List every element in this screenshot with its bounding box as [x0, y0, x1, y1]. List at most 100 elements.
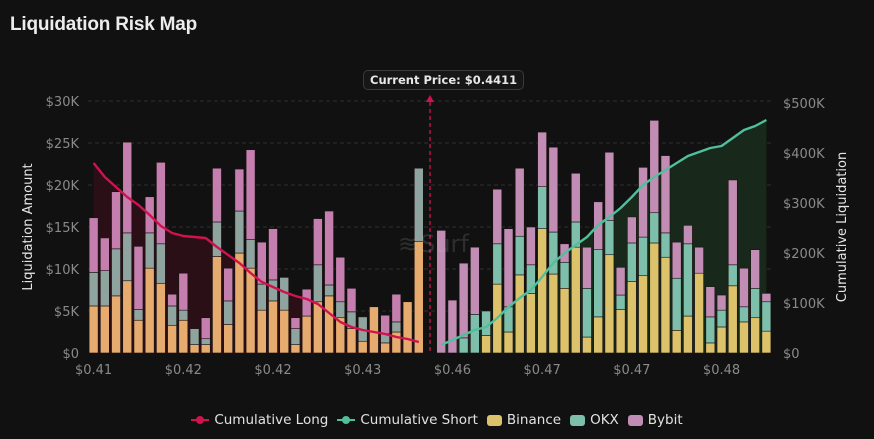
bar-okx: [413, 167, 424, 242]
bar-bybit: [212, 167, 222, 223]
bar-binance: [88, 305, 99, 354]
x-axis: $0.41 $0.42 $0.42 $0.43 $0.46 $0.47 $0.47 $0.48: [75, 363, 740, 378]
legend-item-okx[interactable]: OKX: [570, 412, 619, 428]
bar-bybit: [133, 246, 144, 310]
bar-okx: [671, 277, 682, 331]
bar-stack: [212, 167, 222, 354]
bar-binance: [223, 324, 233, 354]
bar-bybit: [638, 167, 648, 238]
bar-stack: [133, 246, 144, 354]
bar-stack: [458, 262, 469, 354]
bar-bybit: [604, 151, 615, 221]
legend-item-binance[interactable]: Binance: [486, 412, 561, 428]
bar-okx: [470, 314, 480, 354]
bar-stack: [716, 294, 727, 354]
bar-binance: [761, 330, 772, 354]
bar-stack: [391, 293, 402, 354]
bar-stack: [615, 267, 626, 354]
bar-bybit: [739, 267, 749, 308]
y2-tick-label: $400K: [783, 147, 825, 162]
bar-binance: [212, 256, 222, 354]
bar-stack: [357, 316, 368, 354]
bar-binance: [167, 324, 177, 354]
bar-okx: [649, 212, 660, 244]
legend-item-cumulative-short[interactable]: Cumulative Short: [337, 412, 478, 428]
current-price-arrow-icon: [426, 95, 434, 102]
bar-binance: [290, 344, 301, 354]
bar-stack: [660, 155, 671, 354]
bar-okx: [391, 321, 402, 333]
bar-binance: [324, 295, 334, 354]
bar-stack: [739, 267, 749, 354]
bar-stack: [178, 272, 189, 354]
bar-stack: [234, 168, 245, 354]
x-tick-label: $0.41: [75, 363, 112, 378]
bar-binance: [268, 300, 278, 354]
bar-bybit: [716, 294, 727, 311]
bar-stack: [279, 277, 290, 354]
bar-bybit: [570, 172, 581, 223]
bar-stack: [694, 246, 704, 354]
bar-okx: [683, 243, 693, 317]
bar-stack: [402, 301, 413, 354]
bar-okx: [167, 305, 177, 326]
bar-stack: [268, 228, 278, 354]
bar-stacks: [88, 120, 772, 354]
bar-binance: [178, 319, 189, 354]
bar-bybit: [301, 288, 312, 317]
bar-binance: [739, 321, 749, 354]
legend-item-cumulative-long[interactable]: Cumulative Long: [191, 412, 328, 428]
bar-stack: [671, 241, 682, 354]
bar-okx: [593, 249, 604, 318]
bar-stack: [436, 230, 447, 354]
bar-bybit: [503, 228, 514, 308]
liquidation-chart: $0 $5K $10K $15K $20K $25K $30K $0 $100K $200K $3…: [21, 95, 850, 378]
bar-stack: [514, 167, 525, 354]
bar-bybit: [111, 191, 121, 250]
y2-tick-label: $200K: [783, 247, 825, 262]
legend-label: Bybit: [647, 412, 683, 428]
bar-okx: [627, 242, 637, 282]
bar-binance: [727, 285, 738, 354]
bar-okx: [705, 316, 716, 344]
bar-stack: [526, 226, 536, 354]
y2-tick-label: $100K: [783, 297, 825, 312]
bar-bybit: [335, 256, 346, 303]
bar-binance: [705, 342, 716, 354]
legend-label: Cumulative Long: [214, 412, 329, 428]
bar-okx: [492, 243, 503, 285]
bar-binance: [638, 275, 648, 354]
y-tick-label: $15K: [46, 221, 80, 236]
watermark-text: Surf: [420, 230, 469, 258]
bar-okx: [750, 288, 760, 319]
bar-bybit: [346, 288, 357, 313]
bar-okx: [739, 306, 749, 323]
bar-stack: [100, 237, 110, 354]
bar-stack: [492, 188, 503, 354]
bar-binance: [133, 319, 144, 354]
bar-stack: [144, 196, 155, 354]
cumulative-lines: [92, 118, 767, 347]
y2-axis-title: Cumulative Liquidation: [835, 152, 850, 302]
legend-item-bybit[interactable]: Bybit: [627, 412, 683, 428]
bar-stack: [750, 249, 760, 354]
bar-bybit: [268, 228, 278, 281]
bar-stack: [503, 228, 514, 354]
bar-stack: [638, 167, 648, 354]
bar-okx: [100, 270, 110, 307]
bar-bybit: [245, 149, 256, 240]
x-tick-label: $0.46: [434, 363, 471, 378]
y-tick-label: $30K: [46, 95, 80, 110]
bar-okx: [223, 300, 233, 325]
bar-stack: [649, 120, 660, 354]
bar-okx: [290, 328, 301, 345]
x-tick-label: $0.47: [613, 363, 650, 378]
bar-binance: [111, 295, 121, 354]
bar-stack: [559, 243, 570, 354]
bar-bybit: [750, 249, 760, 289]
bar-okx: [156, 243, 166, 284]
bar-stack: [582, 246, 592, 354]
bar-binance: [514, 274, 525, 354]
bar-binance: [369, 306, 379, 354]
bar-binance: [570, 246, 581, 354]
